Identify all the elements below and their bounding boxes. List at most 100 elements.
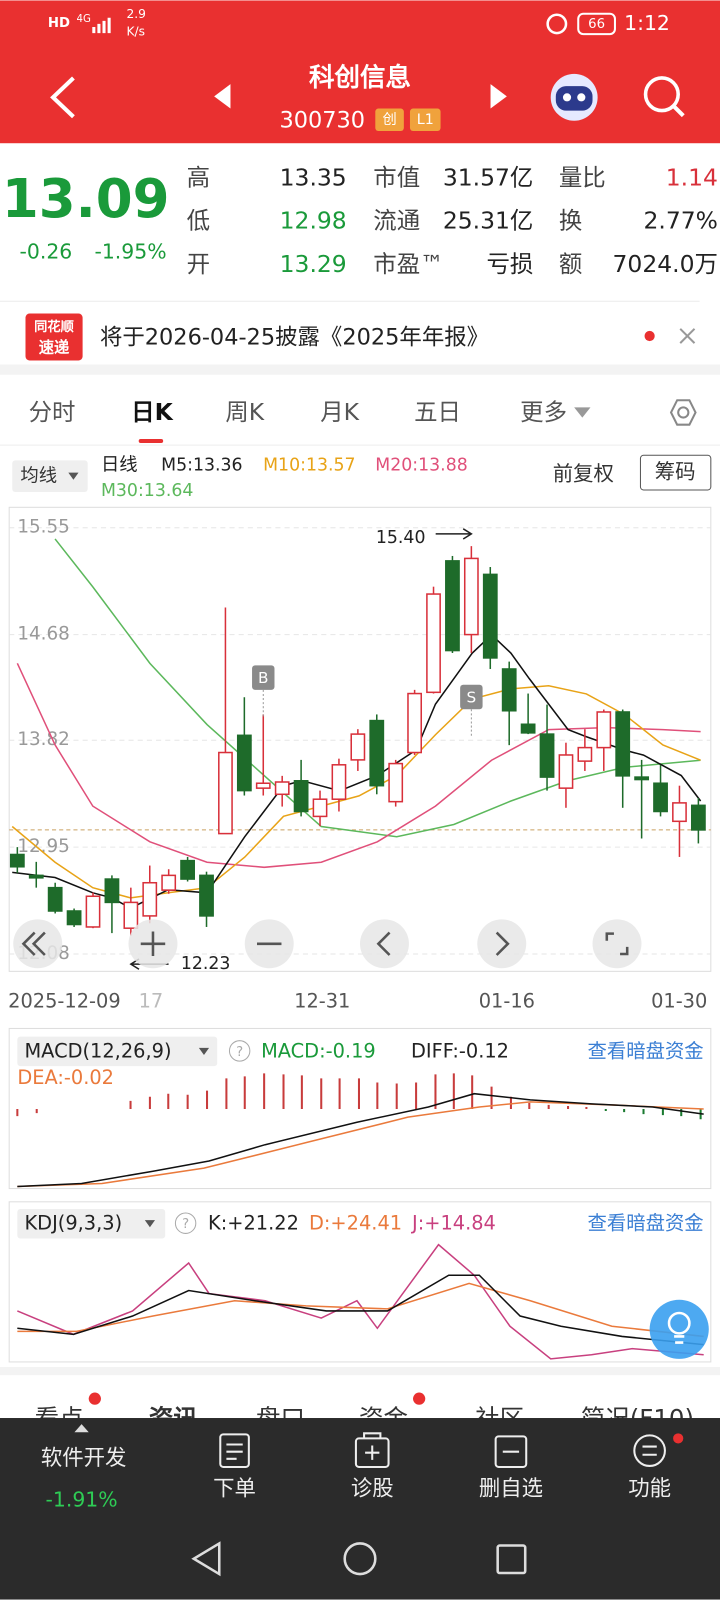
y-tick-label: 14.68 xyxy=(17,624,70,645)
candle-body xyxy=(539,733,555,778)
notice-text[interactable]: 将于2026-04-25披露《2025年年报》 xyxy=(100,325,489,351)
stat-value: 7024.0万 xyxy=(613,250,718,278)
kdj-selector-bg[interactable] xyxy=(17,1208,166,1239)
help-icon[interactable] xyxy=(174,1212,197,1234)
nav-back[interactable] xyxy=(191,1541,221,1577)
time: 1:12 xyxy=(624,11,670,35)
menu-lines xyxy=(642,1445,657,1456)
candle-body xyxy=(350,733,366,761)
ma-selector[interactable]: 均线 xyxy=(20,466,57,487)
candle-body xyxy=(236,734,252,792)
candle-body xyxy=(615,711,631,777)
right-icon xyxy=(495,931,510,956)
rewind-button[interactable] xyxy=(13,919,63,969)
fullscreen-icon xyxy=(605,932,629,956)
toolbar-item[interactable]: 诊股 xyxy=(351,1476,394,1501)
date-label: 2025-12-09 xyxy=(8,989,121,1012)
notice-close[interactable] xyxy=(679,328,696,344)
battery: 66 xyxy=(588,17,605,32)
macd-histogram xyxy=(16,1073,702,1120)
stat-value: 1.14 xyxy=(666,163,718,191)
prev-stock[interactable] xyxy=(214,84,231,109)
badge-dot xyxy=(673,1433,684,1444)
y-tick-label: 12.95 xyxy=(17,836,70,857)
macd-selector[interactable]: MACD(12,26,9) xyxy=(24,1039,171,1062)
back-button[interactable] xyxy=(50,76,75,119)
settings-center xyxy=(677,406,690,419)
macd-value: MACD:-0.19 xyxy=(261,1039,376,1062)
tab-indicator xyxy=(138,438,164,444)
price: 13.09 xyxy=(2,168,170,230)
toolbar-icons xyxy=(219,1432,666,1468)
next-stock[interactable] xyxy=(490,84,507,109)
candle-body xyxy=(161,874,177,891)
stat-value: 亏损 xyxy=(486,250,533,278)
right-button[interactable] xyxy=(477,919,527,969)
ma20-line xyxy=(16,663,701,869)
signal-bars xyxy=(92,17,111,34)
high-arrow xyxy=(435,528,473,540)
network: HD xyxy=(48,16,70,31)
candle-body xyxy=(9,853,25,868)
candle-body xyxy=(596,711,612,749)
toolbar-bg xyxy=(0,1418,720,1600)
ma-period: 日线 xyxy=(101,454,138,475)
search-button[interactable] xyxy=(643,76,685,118)
ma5: M5:13.36 xyxy=(161,455,242,475)
tabs: 分时 日K 周K 月K 五日 更多 xyxy=(29,398,567,426)
candle-body xyxy=(293,780,309,813)
y-tick-label: 15.55 xyxy=(17,517,70,538)
settings-button[interactable] xyxy=(669,399,697,426)
sell-marker-bg xyxy=(460,684,483,710)
date-label: 01-30 xyxy=(651,989,707,1012)
sector[interactable]: 软件开发 xyxy=(41,1446,127,1471)
sector-change: -1.91% xyxy=(46,1488,118,1512)
tab[interactable]: 更多 xyxy=(520,398,567,426)
diff-line xyxy=(17,1092,704,1188)
kdj-link[interactable]: 查看暗盘资金 xyxy=(588,1212,704,1235)
candle-body xyxy=(426,593,441,694)
nav-home[interactable] xyxy=(343,1542,377,1576)
candle-body xyxy=(66,910,82,926)
low-label: 12.23 xyxy=(181,954,231,974)
chips[interactable]: 筹码 xyxy=(655,460,696,484)
candle-body xyxy=(463,557,479,636)
candle-body xyxy=(274,781,290,796)
robot-button[interactable] xyxy=(550,73,598,121)
diagnose-plus xyxy=(363,1432,382,1460)
tab[interactable]: 日K xyxy=(131,398,173,426)
dea-value: DEA:-0.02 xyxy=(17,1066,114,1089)
fullscreen-button[interactable] xyxy=(592,919,642,969)
tab[interactable]: 月K xyxy=(320,398,359,426)
d-line xyxy=(17,1282,704,1338)
toolbar-item[interactable]: 下单 xyxy=(213,1476,256,1501)
assistant-button[interactable] xyxy=(649,1299,709,1359)
left-button[interactable] xyxy=(360,919,409,969)
macd-selector-bg[interactable] xyxy=(17,1036,218,1067)
kdj-selector[interactable]: KDJ(9,3,3) xyxy=(24,1212,122,1235)
macd-link[interactable]: 查看暗盘资金 xyxy=(588,1039,704,1062)
stat-label: 换 xyxy=(559,206,582,234)
j-line xyxy=(17,1243,704,1360)
ma-selector-bg[interactable] xyxy=(12,460,88,493)
date-label: 12-31 xyxy=(294,989,350,1012)
tag: L1 xyxy=(417,112,434,128)
ma30-line xyxy=(54,538,701,838)
diagnose-icon xyxy=(354,1437,390,1468)
toolbar-item[interactable]: 功能 xyxy=(628,1476,671,1501)
help-icon[interactable] xyxy=(228,1040,251,1062)
diff-value: DIFF:-0.12 xyxy=(411,1039,509,1062)
chips-button[interactable] xyxy=(639,454,712,491)
toolbar-item[interactable]: 删自选 xyxy=(479,1476,543,1501)
candle-body xyxy=(104,878,120,904)
candle-body xyxy=(388,762,404,803)
nav-recent[interactable] xyxy=(496,1544,527,1575)
adjust[interactable]: 前复权 xyxy=(553,462,614,486)
tab[interactable]: 周K xyxy=(225,398,264,426)
tab[interactable]: 五日 xyxy=(414,398,461,426)
candle-body xyxy=(407,692,423,754)
tab[interactable]: 分时 xyxy=(29,398,76,426)
d-value: D:+24.41 xyxy=(309,1212,402,1235)
stat-value: 13.29 xyxy=(280,250,347,278)
